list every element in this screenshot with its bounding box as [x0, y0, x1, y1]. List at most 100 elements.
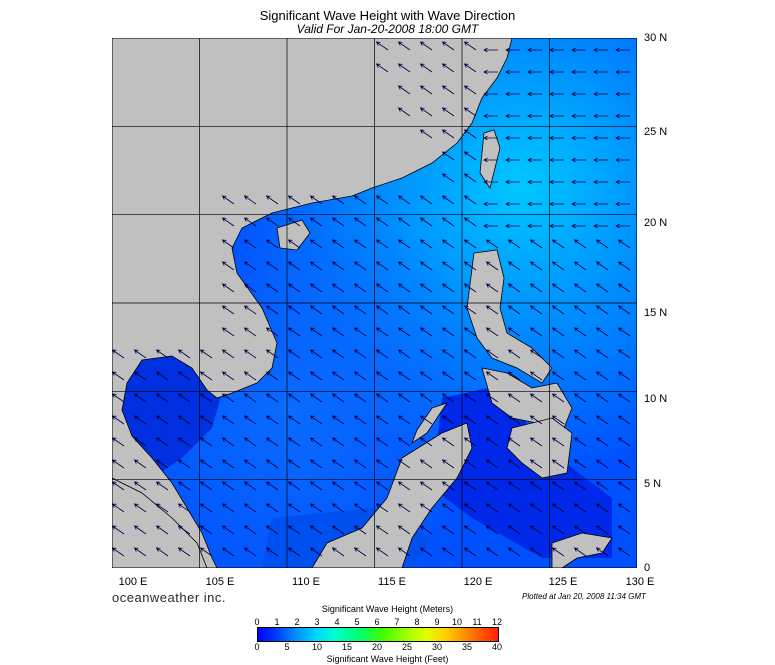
wave-arrow	[353, 327, 367, 337]
wave-arrow	[617, 525, 631, 535]
wave-arrow	[397, 525, 411, 535]
wave-arrow	[265, 305, 279, 315]
wave-arrow	[505, 113, 520, 119]
wave-arrow	[485, 415, 499, 425]
wave-arrow	[441, 525, 455, 535]
wave-arrow	[265, 371, 279, 381]
wave-arrow	[309, 503, 323, 513]
lat-label-30n: 30 N	[644, 32, 668, 44]
wave-arrow	[155, 547, 169, 557]
wave-arrow	[331, 283, 345, 293]
wave-arrow	[529, 503, 543, 513]
wave-arrow	[529, 415, 543, 425]
wave-arrow	[419, 525, 433, 535]
wave-arrow	[483, 179, 498, 185]
colorbar-tick: 5	[354, 617, 360, 627]
wave-arrow	[419, 217, 433, 227]
wave-arrow	[463, 525, 477, 535]
wave-arrow	[485, 503, 499, 513]
wave-arrow	[309, 305, 323, 315]
wave-arrow	[571, 113, 586, 119]
wave-arrow	[265, 283, 279, 293]
wave-arrow	[507, 327, 521, 337]
wave-arrow	[265, 415, 279, 425]
wave-arrow	[573, 261, 587, 271]
wave-arrow	[441, 261, 455, 271]
wave-arrow	[331, 195, 345, 205]
wave-arrow	[243, 283, 257, 293]
wave-arrow	[309, 481, 323, 491]
wave-arrow	[617, 349, 631, 359]
wave-arrow	[573, 305, 587, 315]
wave-arrow	[419, 503, 433, 513]
colorbar-scale	[257, 627, 499, 642]
wave-arrow	[331, 371, 345, 381]
wave-arrow	[441, 481, 455, 491]
wave-arrow	[441, 327, 455, 337]
wave-arrow	[265, 327, 279, 337]
wave-arrow	[507, 349, 521, 359]
wave-arrow	[397, 481, 411, 491]
wave-arrow	[199, 371, 213, 381]
wave-arrow	[593, 113, 608, 119]
wave-arrow	[309, 415, 323, 425]
wave-arrow	[331, 437, 345, 447]
wave-arrow	[441, 503, 455, 513]
wave-arrow	[595, 371, 609, 381]
lat-label-0: 0	[644, 562, 651, 574]
wave-arrow	[243, 327, 257, 337]
wave-arrow	[463, 393, 477, 403]
wave-arrow	[419, 195, 433, 205]
wave-arrow	[243, 217, 257, 227]
wave-arrow	[287, 459, 301, 469]
wave-arrow	[441, 151, 455, 161]
wave-arrow	[375, 41, 389, 51]
wave-arrow	[529, 371, 543, 381]
wave-arrow	[375, 503, 389, 513]
wave-arrow	[397, 239, 411, 249]
wave-arrow	[309, 261, 323, 271]
wave-arrow	[485, 349, 499, 359]
wave-arrow	[507, 415, 521, 425]
wave-arrow	[441, 129, 455, 139]
wave-arrow	[309, 371, 323, 381]
wave-arrow	[177, 459, 191, 469]
wave-arrow	[243, 503, 257, 513]
wave-arrow	[463, 85, 477, 95]
colorbar-tick: 20	[371, 642, 383, 652]
wave-arrow	[529, 393, 543, 403]
wave-arrow	[375, 283, 389, 293]
wave-arrow	[353, 503, 367, 513]
lat-label-15n: 15 N	[644, 307, 668, 319]
lon-label-105e: 105 E	[205, 576, 235, 588]
wave-arrow	[221, 547, 235, 557]
wave-arrow	[485, 459, 499, 469]
wave-arrow	[309, 195, 323, 205]
wave-arrow	[507, 437, 521, 447]
wave-arrow	[595, 481, 609, 491]
wave-arrow	[419, 85, 433, 95]
colorbar-tick: 5	[284, 642, 290, 652]
wave-arrow	[353, 371, 367, 381]
wave-arrow	[419, 239, 433, 249]
wave-arrow	[331, 547, 345, 557]
wave-arrow	[177, 503, 191, 513]
wave-arrow	[265, 547, 279, 557]
wave-arrow	[265, 437, 279, 447]
wave-arrow	[571, 179, 586, 185]
wave-arrow	[463, 217, 477, 227]
lon-label-125e: 125 E	[548, 576, 578, 588]
wave-arrow	[177, 547, 191, 557]
wave-arrow	[265, 481, 279, 491]
wave-arrow	[617, 437, 631, 447]
wave-arrow	[353, 415, 367, 425]
wave-arrow	[397, 195, 411, 205]
wave-arrow	[441, 459, 455, 469]
colorbar-tick: 0	[254, 617, 260, 627]
wave-arrow	[549, 179, 564, 185]
lat-label-5n: 5 N	[644, 478, 662, 490]
wave-arrow	[527, 223, 542, 229]
wave-arrow	[571, 157, 586, 163]
lon-label-100e: 100 E	[118, 576, 148, 588]
wave-arrow	[243, 459, 257, 469]
